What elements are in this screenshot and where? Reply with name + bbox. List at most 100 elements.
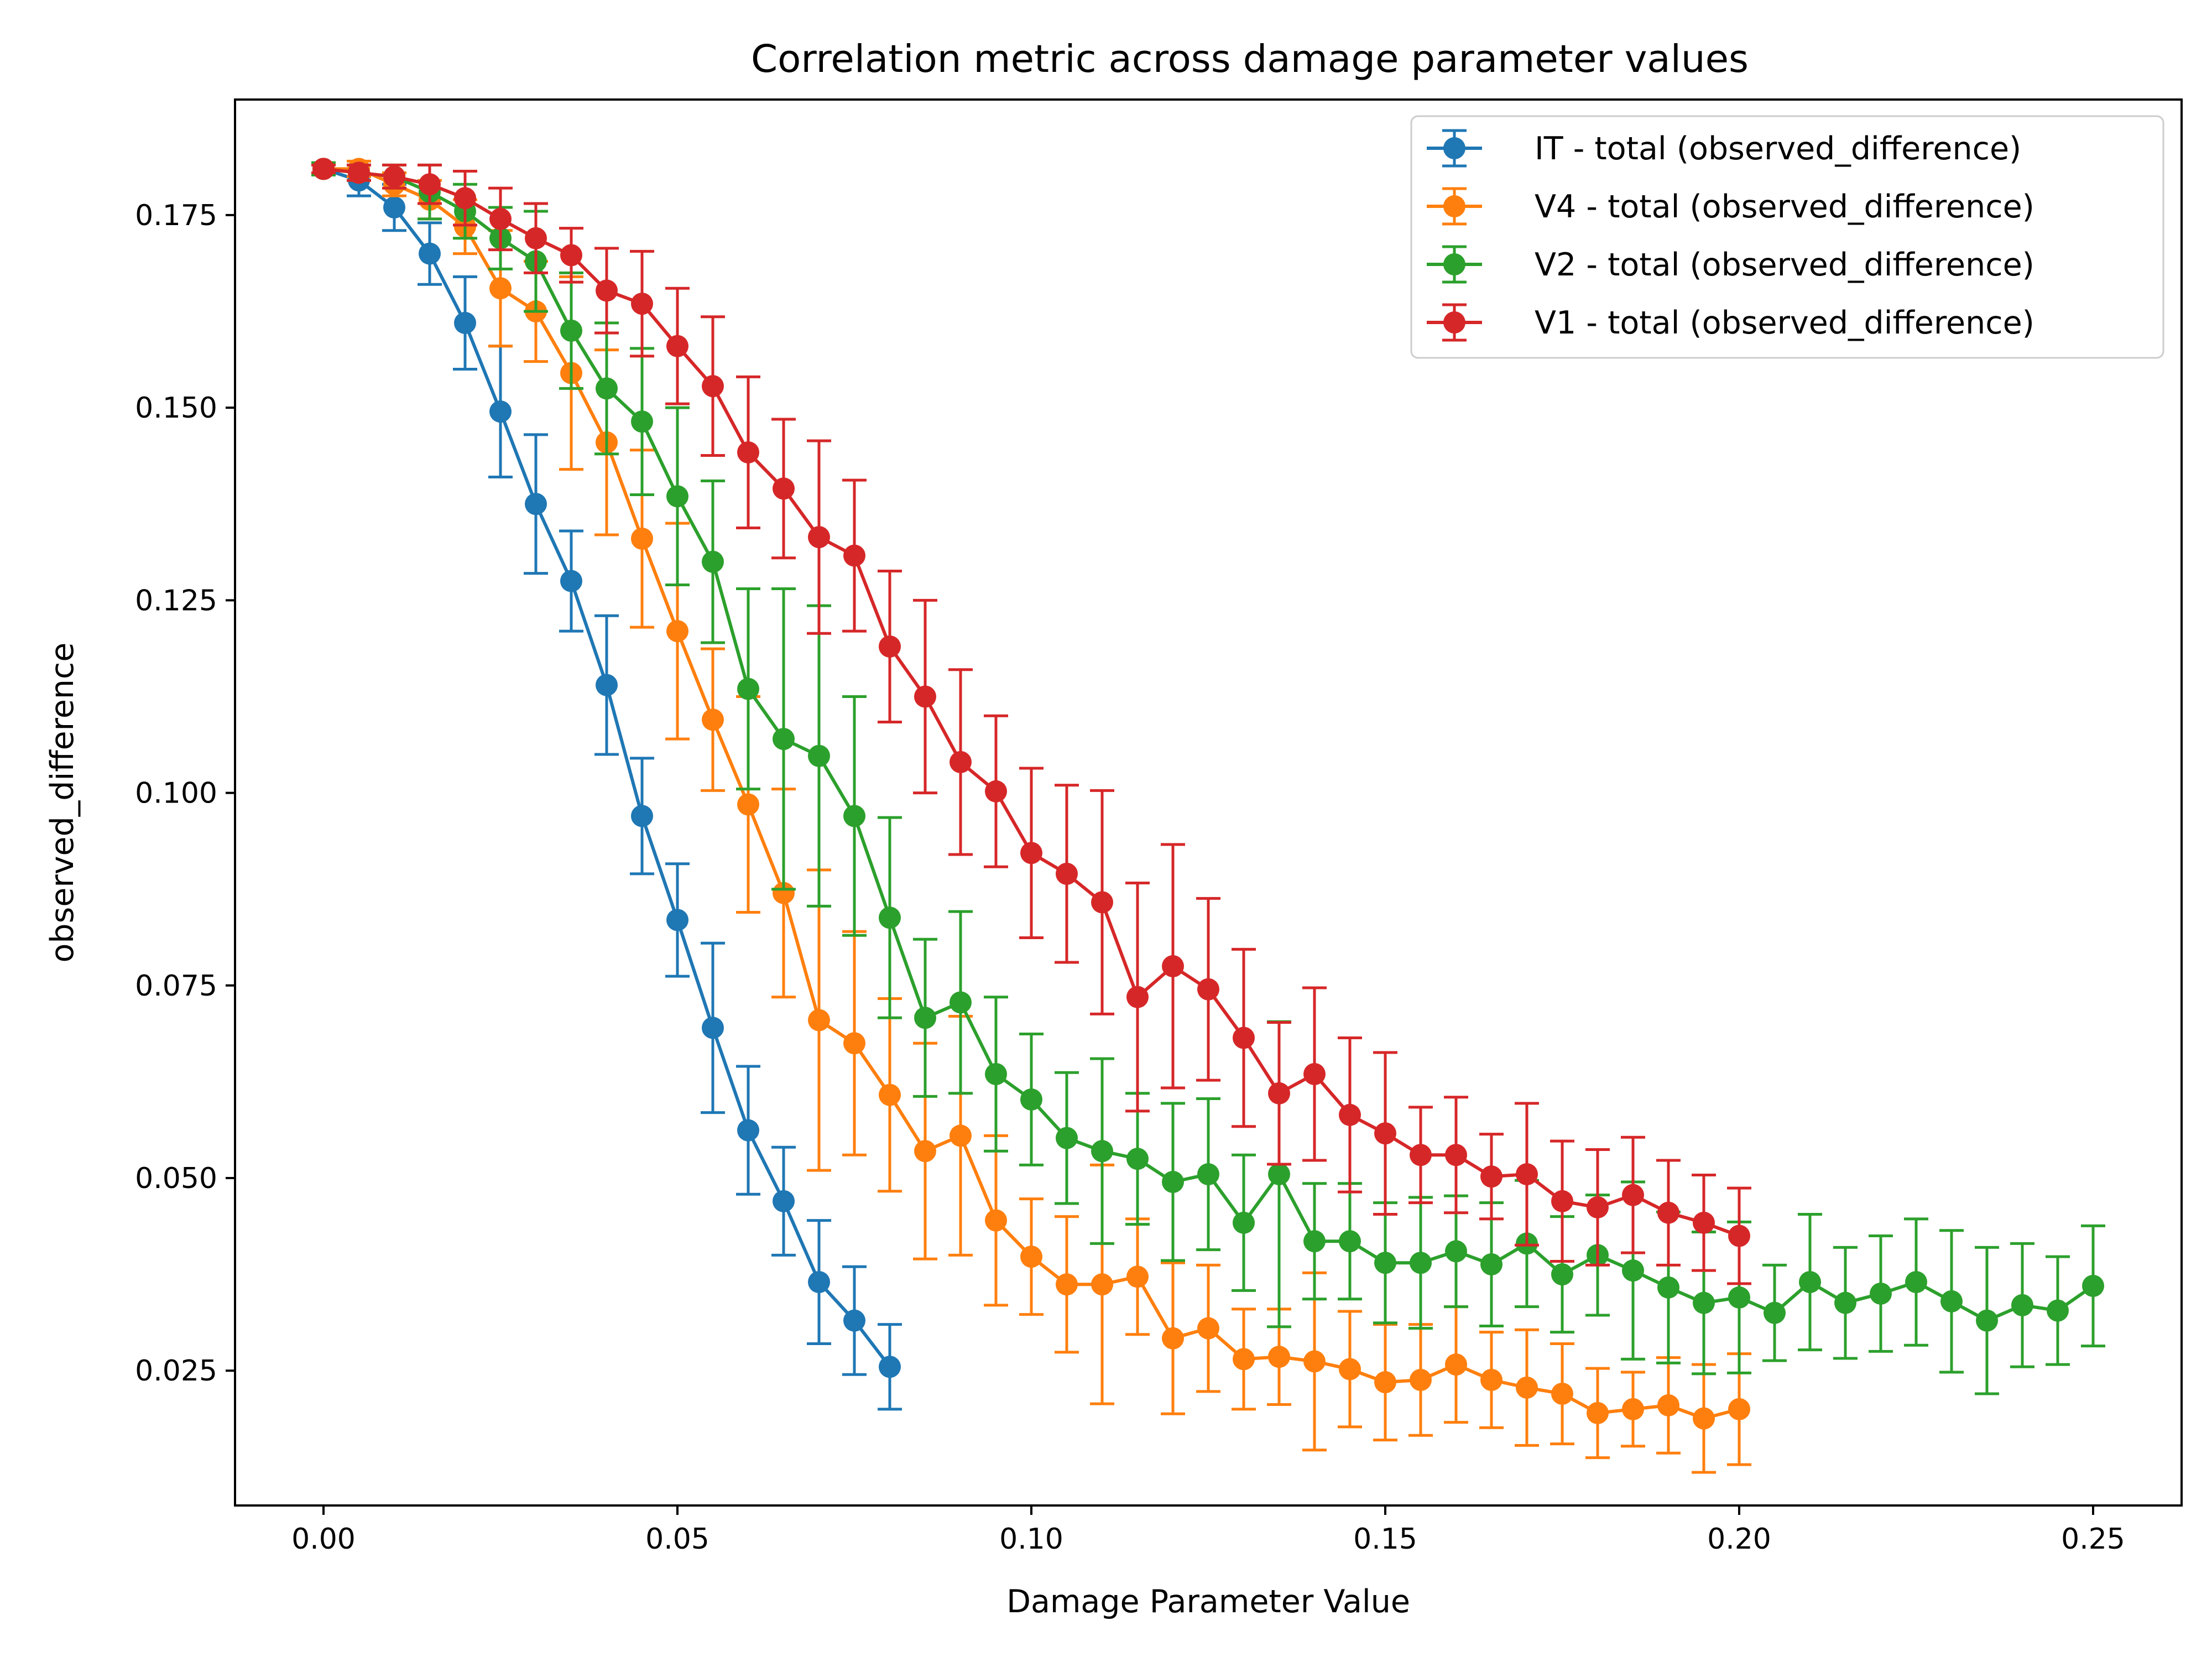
data-point [383,165,405,188]
data-point [454,311,476,334]
legend-item: V4 - total (observed_difference) [1427,187,2034,226]
data-point [1870,1282,1892,1305]
legend-marker [1443,253,1465,275]
data-point [1233,1027,1255,1049]
data-point [1091,1273,1113,1296]
y-tick-label: 0.075 [135,970,217,1003]
data-point [1622,1259,1644,1282]
x-tick-label: 0.00 [291,1523,356,1556]
data-point [560,319,582,342]
data-point [312,158,335,180]
data-point [773,882,795,904]
data-point [489,400,512,423]
data-point [950,991,972,1014]
data-point [879,1083,901,1106]
data-point [454,187,476,210]
data-point [737,793,759,816]
data-point [1020,1088,1042,1111]
y-axis: 0.025 0.050 0.075 0.100 0.125 0.150 0.175 [135,199,235,1388]
data-point [773,477,795,500]
data-point [1693,1211,1715,1234]
data-point [1268,1346,1290,1368]
data-point [1374,1371,1396,1394]
y-tick-label: 0.050 [135,1162,217,1195]
data-point [631,293,653,315]
data-point [1445,1144,1467,1166]
data-point [1233,1348,1255,1371]
data-point [808,526,830,549]
data-point [1728,1286,1750,1309]
data-point [419,173,441,196]
data-point [666,620,688,643]
y-tick-label: 0.025 [135,1354,217,1388]
data-point [1197,1317,1219,1340]
data-point [773,728,795,751]
data-point [1834,1291,1856,1314]
data-point [1126,1265,1149,1288]
legend-item: IT - total (observed_difference) [1427,129,2021,168]
data-point [1197,978,1219,1001]
legend-label: V1 - total (observed_difference) [1535,305,2034,341]
data-point [1693,1407,1715,1430]
data-point [1657,1201,1679,1224]
x-tick-label: 0.20 [1707,1523,1771,1556]
data-point [1622,1398,1644,1420]
data-point [985,780,1007,803]
data-point [1693,1291,1715,1314]
data-point [702,708,724,731]
legend-label: V2 - total (observed_difference) [1535,247,2034,283]
data-point [808,1271,830,1294]
data-point [879,906,901,929]
data-point [1126,1148,1149,1170]
y-tick-label: 0.175 [135,199,217,232]
data-point [1374,1122,1396,1145]
data-point [737,1119,759,1142]
data-point [1303,1230,1326,1253]
y-tick-label: 0.150 [135,392,217,425]
data-point [1905,1271,1927,1294]
x-tick-label: 0.10 [999,1523,1063,1556]
data-point [1303,1062,1326,1085]
data-point [1622,1184,1644,1206]
data-point [1516,1163,1538,1186]
data-point [560,244,582,267]
data-point [525,227,547,249]
data-point [1162,1170,1184,1193]
legend-marker [1443,195,1465,217]
data-point [631,805,653,827]
data-point [1410,1368,1432,1391]
data-point [2011,1294,2033,1316]
data-point [950,751,972,773]
data-point [914,685,936,708]
data-point [1091,1140,1113,1163]
data-point [1374,1252,1396,1274]
data-point [1233,1211,1255,1234]
data-point [985,1062,1007,1085]
data-point [383,196,405,219]
legend-item: V1 - total (observed_difference) [1427,303,2034,342]
data-point [1587,1402,1609,1424]
data-point [1551,1263,1573,1286]
legend-item: V2 - total (observed_difference) [1427,245,2034,284]
data-point [2047,1299,2069,1322]
data-point [1339,1103,1361,1126]
series-it [311,158,902,1411]
data-point [1162,1327,1184,1350]
data-point [1410,1252,1432,1274]
data-point [1551,1190,1573,1212]
data-point [914,1007,936,1029]
data-point [950,1124,972,1147]
legend-box [1410,115,2164,359]
x-axis-label: Damage Parameter Value [1006,1583,1410,1620]
data-point [843,1032,865,1055]
data-point [1410,1144,1432,1166]
data-point [1056,1273,1078,1296]
legend-label: IT - total (observed_difference) [1535,131,2021,167]
data-point [1126,986,1149,1008]
legend-label: V4 - total (observed_difference) [1535,189,2034,225]
data-point [631,410,653,433]
data-point [1480,1253,1503,1276]
y-axis-label: observed_difference [44,643,81,963]
data-point [1268,1163,1290,1186]
